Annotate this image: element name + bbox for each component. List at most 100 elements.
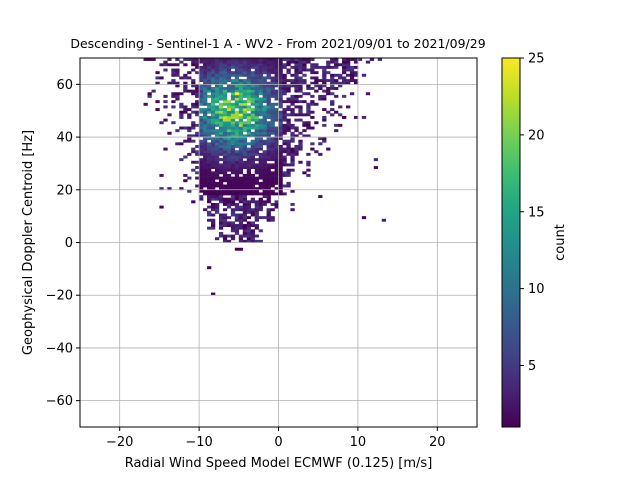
heatmap-cell	[242, 84, 248, 88]
heatmap-cell	[211, 108, 216, 112]
heatmap-cell	[250, 118, 255, 122]
heatmap-cell	[195, 110, 200, 114]
heatmap-cell	[234, 105, 240, 109]
heatmap-cell	[175, 84, 180, 88]
heatmap-cell	[199, 173, 204, 177]
heatmap-cell	[274, 94, 279, 98]
heatmap-cell	[258, 97, 263, 101]
heatmap-cell	[286, 144, 291, 148]
heatmap-cell	[226, 160, 232, 164]
heatmap-cell	[274, 97, 279, 101]
heatmap-cell	[226, 76, 232, 80]
heatmap-cell	[286, 168, 291, 172]
heatmap-cell	[338, 63, 343, 67]
heatmap-cell	[250, 113, 255, 117]
heatmap-cell	[199, 144, 204, 148]
heatmap-cell	[290, 65, 295, 69]
heatmap-cell	[342, 58, 347, 61]
heatmap-cell	[222, 152, 228, 156]
heatmap-cell	[234, 76, 240, 80]
heatmap-cell	[222, 65, 228, 69]
heatmap-cell	[199, 65, 204, 69]
heatmap-cell	[203, 123, 208, 127]
heatmap-cell	[191, 58, 196, 61]
heatmap-cell	[222, 68, 228, 72]
heatmap-cell	[234, 187, 240, 191]
heatmap-cell	[211, 129, 216, 133]
heatmap-cell	[191, 123, 196, 127]
heatmap-cell	[274, 134, 279, 138]
heatmap-cell	[262, 160, 267, 164]
colorbar-label: count	[553, 224, 568, 261]
heatmap-cell	[203, 86, 208, 90]
heatmap-cell	[278, 79, 283, 83]
heatmap-cell	[218, 150, 224, 154]
heatmap-cell	[262, 105, 267, 109]
heatmap-cell	[298, 76, 303, 80]
heatmap-cell	[282, 184, 287, 188]
heatmap-cell	[187, 58, 192, 61]
heatmap-cell	[234, 113, 240, 117]
heatmap-cell	[207, 105, 212, 109]
heatmap-cell	[234, 216, 240, 220]
heatmap-cell	[171, 121, 176, 125]
heatmap-cell	[203, 176, 208, 180]
heatmap-cell	[203, 189, 208, 193]
heatmap-cell	[234, 224, 240, 227]
heatmap-cell	[238, 68, 244, 72]
heatmap-cell	[214, 160, 220, 164]
heatmap-cell	[254, 58, 259, 61]
heatmap-cell	[238, 129, 244, 133]
heatmap-cell	[250, 92, 255, 96]
heatmap-cell	[242, 110, 248, 114]
heatmap-cell	[242, 115, 248, 119]
heatmap-cell	[207, 213, 212, 217]
heatmap-cell	[211, 221, 216, 225]
heatmap-cell	[203, 118, 208, 122]
heatmap-cell	[294, 89, 299, 93]
heatmap-cell	[238, 60, 244, 64]
heatmap-cell	[226, 102, 232, 106]
heatmap-cell	[179, 158, 184, 162]
heatmap-cell	[262, 150, 267, 154]
heatmap-cell	[183, 126, 188, 130]
heatmap-cell	[258, 173, 263, 177]
heatmap-cell	[218, 60, 224, 64]
heatmap-cell	[207, 121, 212, 125]
heatmap-cell	[250, 60, 255, 64]
heatmap-cell	[266, 58, 271, 61]
heatmap-cell	[191, 147, 196, 151]
heatmap-cell	[290, 189, 295, 193]
heatmap-cell	[254, 97, 259, 101]
heatmap-cell	[207, 126, 212, 130]
heatmap-cell	[203, 181, 208, 185]
heatmap-cell	[218, 226, 224, 230]
heatmap-cell	[218, 134, 224, 138]
heatmap-cell	[234, 152, 240, 156]
y-tick-label: −60	[46, 394, 73, 409]
heatmap-cell	[254, 187, 259, 191]
heatmap-cell	[282, 131, 287, 135]
heatmap-cell	[226, 142, 232, 146]
heatmap-cell	[306, 108, 311, 112]
heatmap-cell	[254, 108, 259, 112]
heatmap-cell	[266, 210, 271, 214]
heatmap-cell	[266, 65, 271, 69]
heatmap-cell	[242, 192, 248, 196]
heatmap-cell	[302, 58, 307, 61]
heatmap-cell	[282, 108, 287, 112]
heatmap-cell	[310, 102, 315, 106]
heatmap-cell	[242, 224, 248, 227]
heatmap-cell	[238, 176, 244, 180]
heatmap-cell	[207, 73, 212, 77]
heatmap-cell	[179, 187, 184, 191]
heatmap-cell	[246, 163, 252, 167]
heatmap-cell	[278, 86, 283, 90]
heatmap-cell	[282, 118, 287, 122]
heatmap-cell	[207, 189, 212, 193]
heatmap-cell	[306, 102, 311, 106]
heatmap-cell	[286, 181, 291, 185]
heatmap-cell	[270, 63, 275, 67]
heatmap-cell	[238, 142, 244, 146]
heatmap-cell	[195, 131, 200, 135]
